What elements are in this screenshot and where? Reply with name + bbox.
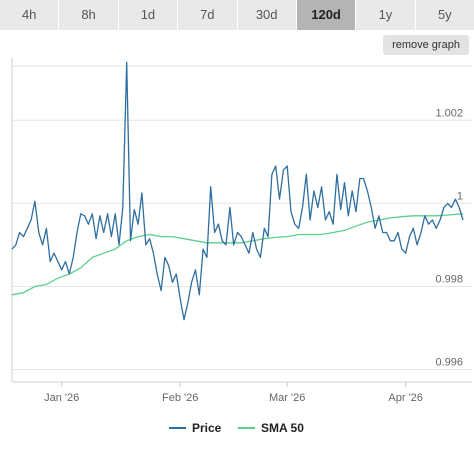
legend-price-swatch [169, 427, 186, 429]
y-tick-label: 1.002 [435, 107, 463, 119]
tab-120d[interactable]: 120d [296, 0, 357, 30]
legend-item-price[interactable]: Price [169, 421, 221, 435]
tab-8h[interactable]: 8h [59, 0, 119, 30]
legend-item-sma50[interactable]: SMA 50 [238, 421, 304, 435]
tab-5y[interactable]: 5y [415, 0, 474, 30]
y-tick-label: 1 [457, 190, 463, 202]
chart-legend: Price SMA 50 [0, 421, 474, 439]
price-chart: 0.996 0.998 1 1.002 Jan '26 Feb '26 Mar '26 Apr… [11, 58, 472, 404]
x-tick-label: Apr '26 [388, 392, 423, 404]
x-tick-label: Mar '26 [269, 392, 305, 404]
legend-price-label: Price [192, 421, 222, 435]
legend-sma-swatch [238, 427, 255, 429]
tab-4h[interactable]: 4h [0, 0, 60, 30]
tab-30d[interactable]: 30d [237, 0, 297, 30]
tab-7d[interactable]: 7d [178, 0, 238, 30]
legend-sma-label: SMA 50 [261, 421, 304, 435]
timeframe-tabs: 4h 8h 1d 7d 30d 120d 1y 5y [0, 0, 474, 30]
tab-1y[interactable]: 1y [356, 0, 416, 30]
tab-1d[interactable]: 1d [118, 0, 179, 30]
x-tick-label: Jan '26 [44, 392, 79, 404]
remove-graph-button[interactable]: remove graph [383, 35, 469, 55]
sma50-series-line [11, 213, 464, 296]
y-tick-label: 0.996 [435, 357, 463, 369]
price-series-line [11, 61, 464, 321]
x-tick-label: Feb '26 [162, 392, 198, 404]
y-tick-label: 0.998 [435, 273, 463, 285]
